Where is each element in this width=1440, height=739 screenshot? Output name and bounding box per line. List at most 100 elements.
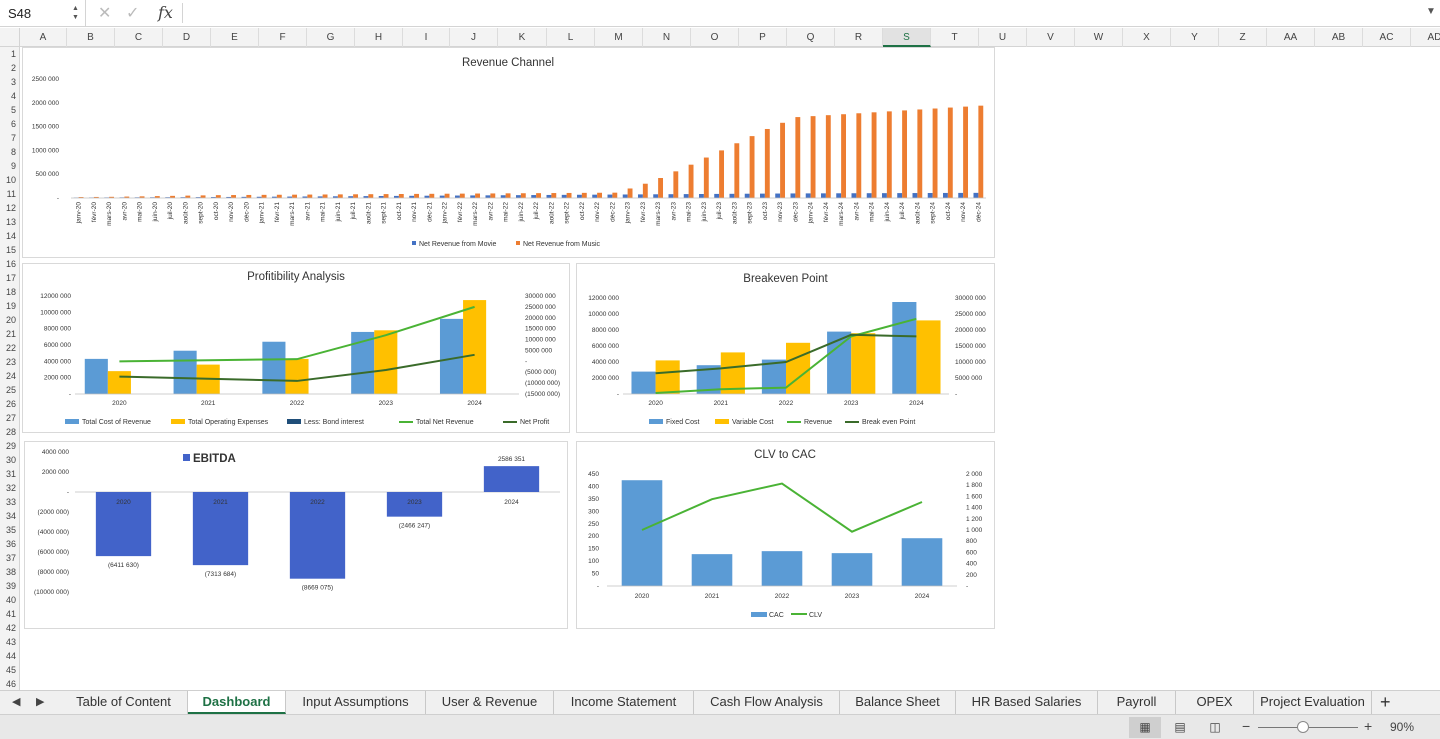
row-header-13[interactable]: 13 [5,217,16,227]
column-header-x[interactable]: X [1123,28,1171,47]
column-header-r[interactable]: R [835,28,883,47]
column-header-c[interactable]: C [115,28,163,47]
row-header-9[interactable]: 9 [10,161,16,171]
column-header-o[interactable]: O [691,28,739,47]
expand-formula-bar-icon[interactable]: ▼ [1426,6,1436,17]
column-header-p[interactable]: P [739,28,787,47]
fx-icon[interactable]: fx [158,3,173,22]
sheet-tab-user-revenue[interactable]: User & Revenue [426,691,554,714]
row-header-26[interactable]: 26 [5,399,16,409]
sheet-tab-income-statement[interactable]: Income Statement [554,691,694,714]
sheet-tab-balance-sheet[interactable]: Balance Sheet [840,691,956,714]
sheet-tab-hr-based-salaries[interactable]: HR Based Salaries [956,691,1098,714]
column-header-v[interactable]: V [1027,28,1075,47]
column-header-n[interactable]: N [643,28,691,47]
row-header-41[interactable]: 41 [5,609,16,619]
column-header-i[interactable]: I [403,28,450,47]
sheet-tab-project-evaluation[interactable]: Project Evaluation [1254,691,1372,714]
prev-sheet-icon[interactable]: ◀ [12,696,21,708]
name-box[interactable]: S48 [0,0,86,27]
column-header-q[interactable]: Q [787,28,835,47]
row-header-32[interactable]: 32 [5,483,16,493]
sheet-tab-dashboard[interactable]: Dashboard [188,691,286,714]
row-header-40[interactable]: 40 [5,595,16,605]
zoom-out-icon[interactable]: − [1242,718,1251,734]
row-header-30[interactable]: 30 [5,455,16,465]
column-header-y[interactable]: Y [1171,28,1219,47]
row-header-28[interactable]: 28 [5,427,16,437]
column-header-d[interactable]: D [163,28,211,47]
row-header-15[interactable]: 15 [5,245,16,255]
column-header-t[interactable]: T [931,28,979,47]
column-header-k[interactable]: K [498,28,547,47]
breakeven-chart[interactable]: Breakeven Point 12000 000 10000 000 8000 00… [576,263,995,433]
column-header-e[interactable]: E [211,28,259,47]
row-header-36[interactable]: 36 [5,539,16,549]
row-header-7[interactable]: 7 [10,133,16,143]
add-sheet-icon[interactable]: + [1380,692,1391,712]
row-header-24[interactable]: 24 [5,371,16,381]
sheet-tab-input-assumptions[interactable]: Input Assumptions [286,691,426,714]
sheet-tab-table-of-content[interactable]: Table of Content [60,691,188,714]
row-header-20[interactable]: 20 [5,315,16,325]
select-all-corner[interactable] [0,28,20,47]
column-header-m[interactable]: M [595,28,643,47]
row-header-11[interactable]: 11 [6,189,16,199]
zoom-level[interactable]: 90% [1390,720,1415,734]
column-header-u[interactable]: U [979,28,1027,47]
row-header-6[interactable]: 6 [10,119,16,129]
column-header-b[interactable]: B [67,28,115,47]
profitability-chart[interactable]: Profitibility Analysis 12000 000 10000 000… [22,263,570,433]
sheet-tab-opex[interactable]: OPEX [1176,691,1254,714]
row-header-23[interactable]: 23 [5,357,16,367]
row-header-39[interactable]: 39 [5,581,16,591]
row-header-29[interactable]: 29 [5,441,16,451]
row-header-12[interactable]: 12 [5,203,16,213]
zoom-in-icon[interactable]: + [1364,718,1373,734]
column-header-h[interactable]: H [355,28,403,47]
column-header-j[interactable]: J [450,28,498,47]
page-break-view-icon[interactable]: ◫ [1209,720,1221,734]
row-header-2[interactable]: 2 [10,63,16,73]
column-header-ac[interactable]: AC [1363,28,1411,47]
row-header-8[interactable]: 8 [10,147,16,157]
row-header-10[interactable]: 10 [5,175,16,185]
clv-to-cac-chart[interactable]: CLV to CAC 450 400 350 300 250 200 150 100 50 - 2 0… [576,441,995,629]
row-header-16[interactable]: 16 [5,259,16,269]
row-header-19[interactable]: 19 [5,301,16,311]
row-header-1[interactable]: 1 [10,49,16,59]
row-header-43[interactable]: 43 [5,637,16,647]
row-header-5[interactable]: 5 [10,105,16,115]
column-header-w[interactable]: W [1075,28,1123,47]
row-header-34[interactable]: 34 [5,511,16,521]
name-box-stepper-icon[interactable]: ▲ ▼ [72,5,79,21]
row-header-4[interactable]: 4 [10,91,16,101]
row-header-25[interactable]: 25 [5,385,16,395]
column-header-aa[interactable]: AA [1267,28,1315,47]
row-header-14[interactable]: 14 [5,231,16,241]
page-layout-view-icon[interactable]: ▤ [1174,720,1186,734]
row-header-45[interactable]: 45 [5,665,16,675]
confirm-icon[interactable]: ✓ [126,5,140,22]
column-header-l[interactable]: L [547,28,595,47]
row-header-42[interactable]: 42 [5,623,16,633]
column-header-f[interactable]: F [259,28,307,47]
sheet-tab-payroll[interactable]: Payroll [1098,691,1176,714]
row-header-44[interactable]: 44 [5,651,16,661]
row-header-37[interactable]: 37 [5,553,16,563]
column-header-s[interactable]: S [883,28,931,47]
row-header-35[interactable]: 35 [5,525,16,535]
row-header-3[interactable]: 3 [10,77,16,87]
column-header-ad[interactable]: AD [1411,28,1440,47]
row-header-18[interactable]: 18 [5,287,16,297]
worksheet-grid[interactable]: Revenue Channel 2500 000 2000 000 1500 000 1… [20,47,1440,690]
sheet-tab-cash-flow-analysis[interactable]: Cash Flow Analysis [694,691,840,714]
row-header-17[interactable]: 17 [5,273,16,283]
row-header-33[interactable]: 33 [5,497,16,507]
column-header-z[interactable]: Z [1219,28,1267,47]
revenue-channel-chart[interactable]: Revenue Channel 2500 000 2000 000 1500 000 1… [22,47,995,258]
zoom-slider-thumb[interactable] [1297,721,1309,733]
cancel-icon[interactable]: ✕ [98,5,112,22]
row-header-31[interactable]: 31 [5,469,16,479]
column-header-ab[interactable]: AB [1315,28,1363,47]
